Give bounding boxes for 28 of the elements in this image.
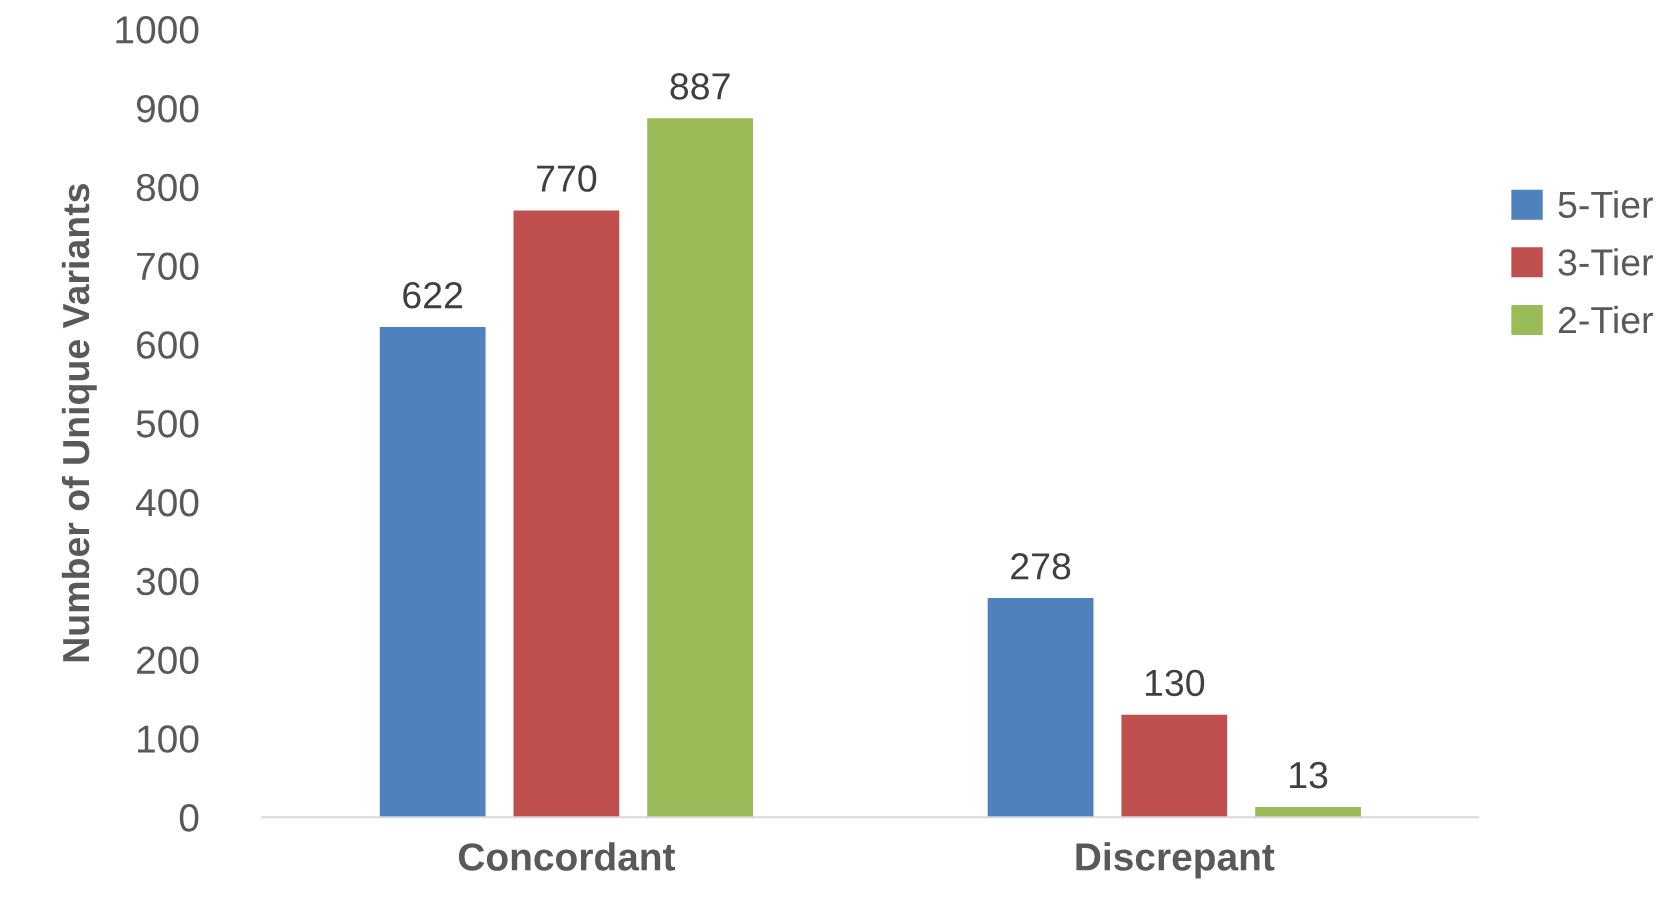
data-label: 887 <box>670 73 730 100</box>
bar <box>379 327 486 818</box>
y-tick-label: 900 <box>136 94 199 123</box>
data-label: 770 <box>537 165 597 192</box>
legend-label: 3-Tier <box>1558 248 1653 276</box>
bar <box>513 210 620 818</box>
y-tick-label: 600 <box>137 331 199 359</box>
y-tick-label: 800 <box>136 173 199 202</box>
x-tick-label: Concordant <box>458 842 676 871</box>
legend-label: 5-Tier <box>1558 190 1653 219</box>
y-tick-label: 200 <box>137 646 199 675</box>
y-tick-label: 400 <box>135 488 199 517</box>
bar <box>1121 714 1228 818</box>
x-tick-label: Discrepant <box>1076 842 1275 879</box>
y-tick-label: 0 <box>179 804 199 832</box>
y-axis-title: Number of Unique Variants <box>61 184 97 662</box>
data-label: 622 <box>403 281 463 309</box>
bar <box>647 118 754 818</box>
y-tick-label: 100 <box>138 725 199 753</box>
data-label: 130 <box>1145 669 1205 697</box>
y-tick-label: 700 <box>137 252 199 281</box>
y-tick-label: 300 <box>136 567 199 596</box>
y-tick-label: 500 <box>136 410 199 438</box>
y-tick-label: 1000 <box>116 16 199 44</box>
legend-label: 2-Tier <box>1558 305 1653 334</box>
data-label: 278 <box>1011 553 1071 580</box>
bar <box>987 598 1094 818</box>
data-label: 13 <box>1290 761 1328 789</box>
